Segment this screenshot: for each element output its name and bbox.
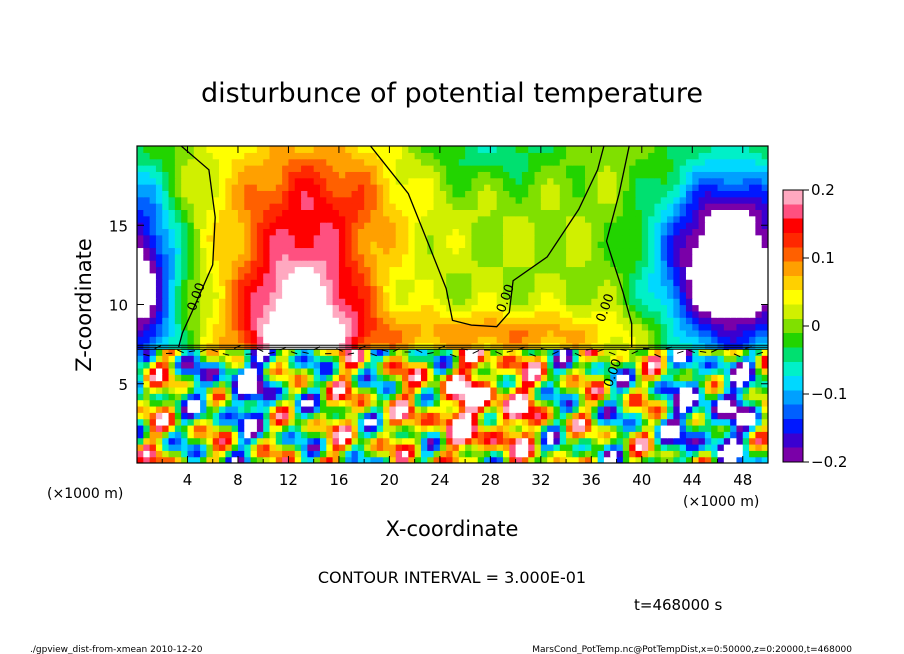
interface-contour [540,347,548,351]
y-tick-label: 15 [109,217,128,235]
interface-contour [290,351,298,355]
x-tick-label: 48 [733,471,752,489]
interface-contour [620,348,627,352]
interface-contour [336,347,343,352]
interface-contour [302,351,309,354]
x-tick-label: 20 [380,471,399,489]
interface-contour [506,350,514,353]
y-tick-label: 5 [118,376,128,394]
interface-contour [745,346,752,349]
footer-left: ./gpview_dist-from-xmean 2010-12-20 [30,645,203,654]
y-axis: 5 10 15 [109,217,768,394]
interface-contour [268,351,275,354]
colorbar [782,189,804,463]
interface-contour [392,348,400,353]
x-tick-label: 32 [531,471,550,489]
interface-contour [222,353,230,356]
interface-contour [177,349,184,354]
interface-contour [256,348,264,352]
footer-right: MarsCond_PotTemp.nc@PotTempDist,x=0:5000… [532,645,852,654]
interface-contour [279,347,287,351]
contour-line [177,146,216,348]
x-axis: 4 8 12 16 20 24 28 32 36 40 44 48 [161,146,752,489]
interface-contour [449,353,457,358]
interface-contour [427,351,434,355]
interface-contour [143,353,150,357]
interface-contour [756,351,764,355]
interface-contour [415,349,423,353]
interface-contour [517,346,525,351]
colorbar-ticks: 0.2 0.1 0 −0.1 −0.2 [803,181,847,471]
interface-contour [472,350,480,354]
interface-contour [631,350,639,355]
interface-contour [495,351,502,355]
interface-contour [347,352,355,355]
interface-contour [154,345,162,349]
interface-contour [608,351,616,356]
interface-contour [710,348,718,353]
interface-contour [313,346,321,351]
interface-contour [733,353,741,358]
time-text: t=468000 s [634,596,722,614]
y-axis-label: Z-coordinate [72,238,96,372]
interface-contour [767,348,768,350]
interface-contour [699,350,707,353]
interface-contour [370,352,377,357]
x-axis-unit: (×1000 m) [683,494,759,510]
interface-contour [597,348,605,352]
colorbar-tick-label: −0.2 [811,453,847,471]
heatmap-field [137,146,768,463]
contour-lines [137,146,768,358]
y-axis-unit: (×1000 m) [47,486,123,502]
y-tick-label: 10 [109,297,128,315]
x-tick-label: 40 [632,471,651,489]
colorbar-tick-label: 0.1 [811,249,835,267]
interface-contour [551,350,559,355]
x-axis-label: X-coordinate [386,517,519,541]
interface-contour [676,350,684,354]
colorbar-tick-label: 0 [811,317,821,335]
x-tick-label: 4 [183,471,193,489]
contour-line [605,146,633,348]
colorbar-tick-label: 0.2 [811,181,835,199]
x-tick-label: 28 [481,471,500,489]
interface-contour [529,353,536,357]
interface-contour [586,348,593,351]
interface-contour [358,345,366,350]
chart-title: disturbunce of potential temperature [201,78,703,109]
x-tick-label: 16 [329,471,348,489]
x-tick-label: 12 [279,471,298,489]
interface-contour [381,349,389,352]
x-tick-label: 8 [233,471,243,489]
x-tick-label: 44 [683,471,702,489]
interface-contour [688,349,695,354]
colorbar-tick-label: −0.1 [811,385,847,403]
interface-contour [461,348,468,351]
x-tick-label: 24 [430,471,449,489]
interface-contour [199,348,207,353]
interface-contour [211,349,218,353]
interface-contour [665,346,673,350]
interface-contour [438,345,446,349]
contour-interval-text: CONTOUR INTERVAL = 3.000E-01 [318,568,586,587]
interface-contour [654,353,661,358]
interface-contour [574,352,582,357]
interface-contour [233,345,241,349]
contour-line [369,146,605,328]
x-tick-label: 36 [582,471,601,489]
interface-contour [188,350,196,353]
